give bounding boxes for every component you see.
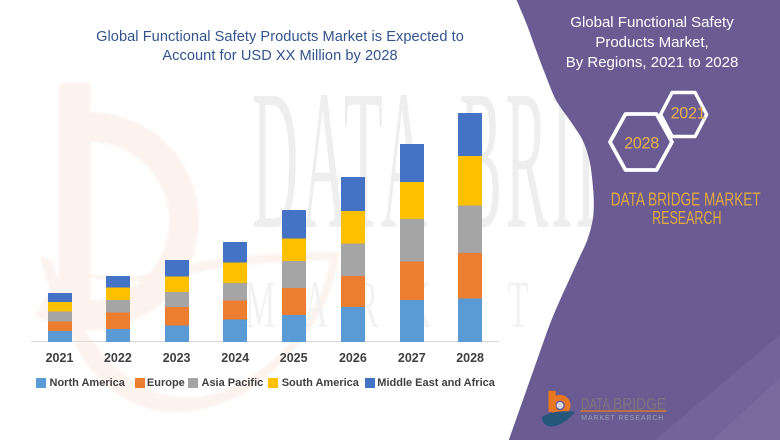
svg-text:DATA BRIDGE MARKET: DATA BRIDGE MARKET [611, 189, 761, 210]
svg-text:DATA: DATA [581, 395, 610, 414]
svg-text:2021: 2021 [671, 104, 706, 122]
svg-text:BRIDGE: BRIDGE [613, 395, 666, 414]
svg-text:2028: 2028 [624, 134, 659, 152]
svg-text:MARKET RESEARCH: MARKET RESEARCH [581, 415, 665, 422]
svg-text:RESEARCH: RESEARCH [652, 207, 721, 228]
